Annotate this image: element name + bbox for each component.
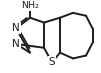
Text: NH₂: NH₂ xyxy=(21,1,39,10)
Text: N: N xyxy=(12,23,20,33)
Text: N: N xyxy=(12,39,20,49)
Text: S: S xyxy=(49,57,55,67)
